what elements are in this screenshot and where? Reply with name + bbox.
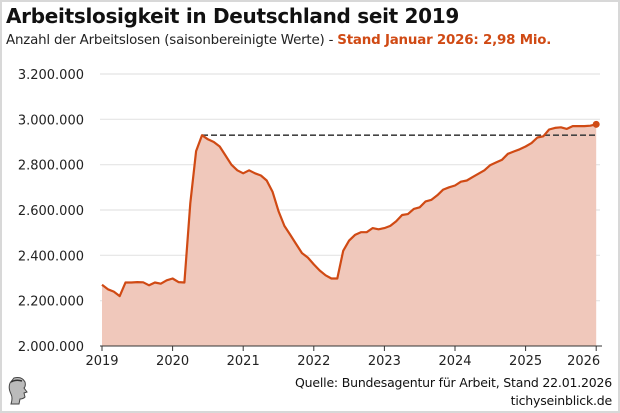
x-tick-label: 2020 [156,354,189,369]
x-tick-label: 2024 [438,354,471,369]
x-tick-label: 2023 [368,354,401,369]
publisher-logo-icon [8,377,28,405]
y-tick-label: 3.000.000 [18,113,84,128]
area-fill [102,124,597,346]
series-line [101,123,597,298]
x-tick-label: 2022 [297,354,330,369]
x-tick-label: 2025 [509,354,542,369]
y-tick-label: 2.000.000 [18,340,84,355]
y-tick-label: 2.200.000 [18,295,84,310]
source-text: Quelle: Bundesagentur für Arbeit, Stand … [295,375,612,390]
y-tick-label: 3.200.000 [18,68,84,83]
x-tick-label: 2019 [85,354,118,369]
subtitle-highlight: Stand Januar 2026: 2,98 Mio. [337,33,552,48]
source-block: Quelle: Bundesagentur für Arbeit, Stand … [295,374,612,410]
chart-title: Arbeitslosigkeit in Deutschland seit 201… [6,4,460,28]
site-link[interactable]: tichyseinblick.de [510,393,613,408]
y-tick-label: 2.800.000 [18,159,84,174]
subtitle-text: Anzahl der Arbeitslosen (saisonbereinigt… [6,33,338,48]
x-tick-label: 2021 [227,354,260,369]
x-tick-label: 2026 [567,354,600,369]
y-tick-label: 2.600.000 [18,204,84,219]
y-tick-label: 2.400.000 [18,249,84,264]
last-data-point [592,120,600,128]
chart-subtitle: Anzahl der Arbeitslosen (saisonbereinigt… [6,33,551,48]
